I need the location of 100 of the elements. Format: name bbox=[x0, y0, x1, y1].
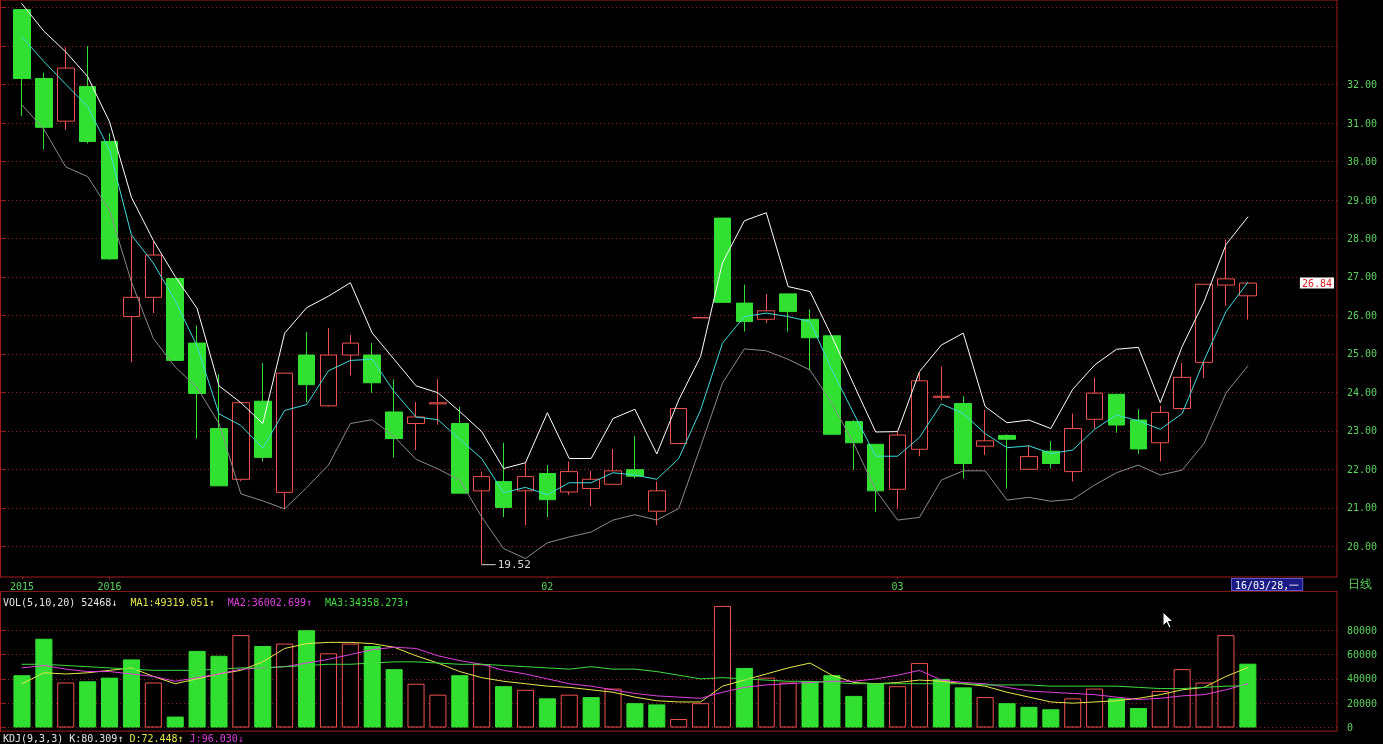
bar bbox=[538, 698, 556, 728]
text: MA3:34358.273↑ bbox=[324, 596, 410, 608]
bar bbox=[144, 682, 162, 728]
y-tick-label: 25.00 bbox=[1347, 348, 1378, 360]
x-tick-label: 2015 bbox=[9, 580, 35, 592]
candlestick bbox=[101, 132, 118, 261]
bar bbox=[648, 704, 666, 728]
y-tick-label: 31.00 bbox=[1347, 117, 1378, 129]
bar bbox=[998, 703, 1016, 728]
bar bbox=[1064, 698, 1082, 728]
x-tick-label: 03 bbox=[891, 580, 904, 592]
y-tick-label: 80000 bbox=[1347, 624, 1378, 636]
bar bbox=[1217, 635, 1235, 728]
bar bbox=[298, 630, 316, 728]
text: KDJ(9,3,3) K:80.309↑ bbox=[3, 733, 124, 744]
bar bbox=[976, 697, 994, 728]
bar bbox=[1151, 691, 1169, 728]
candlestick bbox=[517, 461, 534, 526]
y-tick-label: 27.00 bbox=[1347, 271, 1378, 283]
candlestick bbox=[35, 72, 53, 150]
candlestick bbox=[823, 335, 841, 435]
candlestick bbox=[79, 45, 96, 144]
text: MA1:49319.051↑ bbox=[130, 596, 215, 608]
y-tick-label: 29.00 bbox=[1347, 194, 1378, 206]
y-tick-label: 30.00 bbox=[1347, 156, 1378, 168]
candlestick bbox=[276, 372, 293, 510]
y-tick-label: 28.00 bbox=[1347, 232, 1378, 244]
candlestick bbox=[166, 278, 184, 361]
candlestick bbox=[495, 442, 512, 518]
candlestick bbox=[1195, 283, 1213, 379]
y-tick-label: 21.00 bbox=[1347, 502, 1378, 514]
bar bbox=[670, 718, 688, 728]
candlestick bbox=[1086, 377, 1103, 430]
bar bbox=[341, 643, 359, 728]
bar bbox=[932, 678, 950, 728]
candlestick bbox=[670, 408, 687, 445]
bar bbox=[692, 703, 710, 728]
candlestick bbox=[779, 293, 797, 333]
bar bbox=[79, 681, 97, 728]
bar bbox=[1173, 669, 1191, 728]
annotation: 19.52 bbox=[497, 558, 531, 572]
candlestick bbox=[342, 334, 359, 376]
bar bbox=[254, 646, 272, 728]
y-tick-label: 60000 bbox=[1347, 649, 1378, 661]
candlestick bbox=[976, 409, 994, 456]
text: 26.84 bbox=[1301, 277, 1332, 289]
candlestick bbox=[407, 401, 425, 451]
x-tick-label: 02 bbox=[541, 580, 554, 592]
candlestick bbox=[13, 9, 31, 117]
bar bbox=[1086, 688, 1104, 728]
x-tick-label: 2016 bbox=[97, 580, 122, 592]
candlestick bbox=[188, 324, 206, 440]
bar bbox=[319, 653, 337, 728]
candlestick bbox=[1042, 440, 1060, 470]
y-tick-label: 20000 bbox=[1347, 697, 1378, 709]
candlestick bbox=[57, 46, 75, 131]
bar bbox=[122, 659, 140, 728]
bar bbox=[429, 694, 447, 728]
candlestick bbox=[604, 448, 622, 485]
candlestick bbox=[123, 235, 140, 363]
candlestick bbox=[232, 402, 250, 482]
bar bbox=[188, 650, 206, 728]
bar bbox=[1020, 706, 1038, 728]
bar bbox=[516, 689, 534, 728]
bar bbox=[13, 675, 31, 728]
bar bbox=[1042, 709, 1060, 728]
candlestick bbox=[320, 327, 337, 408]
bar bbox=[451, 675, 469, 728]
bar bbox=[363, 646, 381, 728]
bar bbox=[582, 697, 600, 728]
bar bbox=[1195, 682, 1213, 728]
bar bbox=[560, 694, 578, 728]
y-tick-label: 32.00 bbox=[1347, 79, 1378, 91]
candlestick bbox=[648, 481, 666, 526]
line-series bbox=[21, 661, 1249, 690]
bar bbox=[57, 682, 75, 728]
bar bbox=[735, 667, 753, 728]
bar bbox=[1107, 698, 1126, 728]
candlestick bbox=[298, 331, 315, 403]
bar bbox=[910, 663, 929, 728]
text: J:96.030↓ bbox=[189, 733, 244, 744]
candlestick bbox=[1020, 444, 1038, 470]
y-tick-label: 0 bbox=[1347, 722, 1354, 733]
bar bbox=[166, 716, 184, 728]
bar bbox=[801, 681, 819, 728]
candlestick bbox=[954, 395, 972, 480]
bar bbox=[867, 683, 885, 728]
y-tick-label: 26.00 bbox=[1347, 309, 1378, 321]
text: 日线 bbox=[1348, 577, 1372, 591]
bar bbox=[35, 638, 53, 728]
candlestick bbox=[1239, 282, 1257, 321]
bar bbox=[626, 703, 644, 728]
candlestick bbox=[998, 433, 1016, 490]
line-series bbox=[21, 104, 1249, 560]
candlestick bbox=[385, 378, 403, 458]
candlestick bbox=[560, 461, 578, 496]
bar bbox=[473, 664, 491, 728]
bar bbox=[889, 686, 907, 728]
bar bbox=[385, 669, 403, 728]
text: MA2:36002.699↑ bbox=[227, 596, 312, 608]
